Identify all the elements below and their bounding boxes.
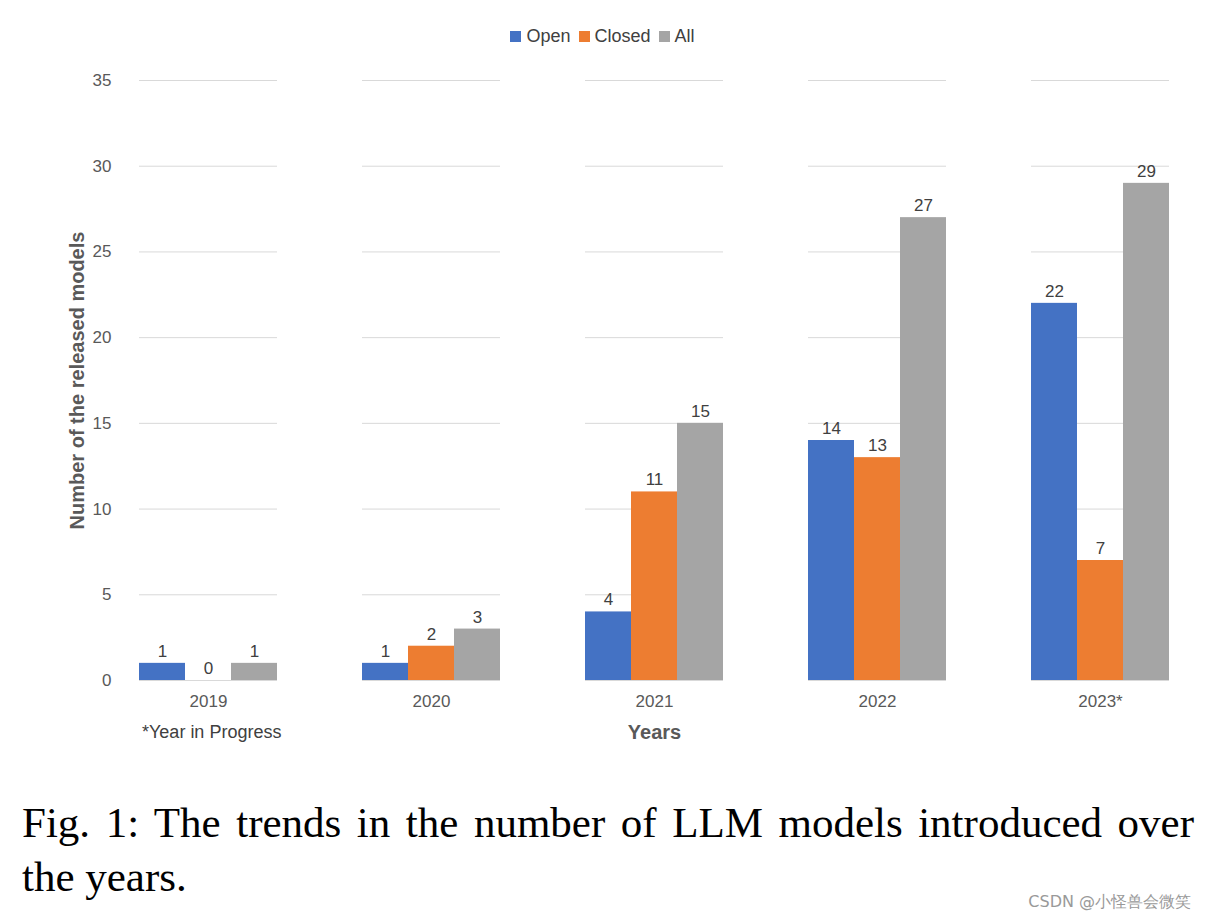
svg-text:2022: 2022	[859, 692, 897, 711]
svg-text:29: 29	[1137, 162, 1156, 181]
svg-text:5: 5	[102, 585, 111, 604]
svg-text:22: 22	[1045, 282, 1064, 301]
svg-text:0: 0	[102, 671, 111, 690]
html-text:Open: Open	[526, 26, 571, 46]
svg-text:3: 3	[473, 608, 482, 627]
svg-text:20: 20	[93, 328, 112, 347]
svg-text:14: 14	[822, 419, 841, 438]
svg-text:10: 10	[93, 500, 112, 519]
svg-text:35: 35	[93, 71, 112, 90]
svg-text:15: 15	[691, 402, 710, 421]
svg-text:Years: Years	[628, 721, 681, 743]
svg-text:2: 2	[427, 625, 436, 644]
svg-text:0: 0	[204, 659, 213, 678]
svg-text:1: 1	[158, 642, 167, 661]
html-text:*Year in Progress: *Year in Progress	[142, 722, 282, 742]
html-text:Fig. 1: The trends in the numb: Fig. 1: The trends in the number of LLM …	[22, 799, 1194, 900]
html-text:All: All	[674, 26, 695, 46]
html-text:CSDN @小怪兽会微笑: CSDN @小怪兽会微笑	[1028, 892, 1191, 911]
svg-text:11: 11	[646, 470, 664, 489]
svg-text:2021: 2021	[636, 692, 674, 711]
svg-text:25: 25	[93, 242, 112, 261]
svg-text:1: 1	[381, 642, 390, 661]
svg-text:2019: 2019	[190, 692, 228, 711]
svg-text:30: 30	[93, 157, 112, 176]
svg-text:1: 1	[250, 642, 259, 661]
svg-text:2020: 2020	[413, 692, 451, 711]
svg-text:4: 4	[604, 590, 613, 609]
svg-text:2023*: 2023*	[1078, 692, 1123, 711]
svg-text:27: 27	[914, 196, 933, 215]
svg-text:7: 7	[1096, 539, 1105, 558]
svg-text:Number of the released models: Number of the released models	[66, 232, 88, 530]
html-text:Closed: Closed	[594, 26, 651, 46]
svg-text:13: 13	[868, 436, 887, 455]
svg-text:15: 15	[93, 414, 112, 433]
